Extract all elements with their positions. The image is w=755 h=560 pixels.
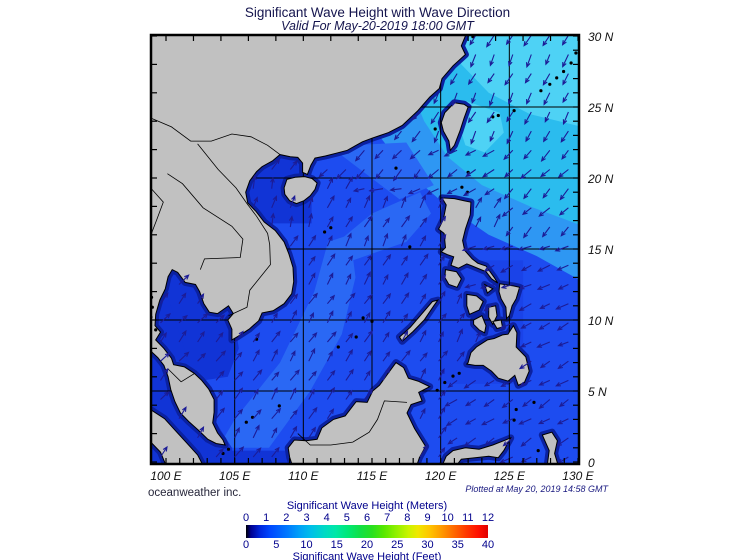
lon-label: 130 E: [562, 469, 594, 483]
lon-label: 105 E: [218, 469, 251, 483]
legend-feet-ticks: 0 5 10 15 20 25 30 35 40: [242, 539, 494, 551]
lon-label: 100 E: [150, 469, 182, 483]
lat-label: 10 N: [588, 314, 614, 328]
feet-tick-label: 25: [391, 539, 404, 551]
feet-tick-label: 15: [330, 539, 343, 551]
meters-tick-label: 4: [323, 512, 330, 524]
meters-tick-label: 10: [441, 512, 454, 524]
meters-tick-label: 2: [283, 512, 290, 524]
page-title: Significant Wave Height with Wave Direct…: [244, 5, 511, 20]
meters-tick-label: 5: [343, 512, 350, 524]
feet-tick-label: 10: [300, 539, 313, 551]
lon-label: 125 E: [493, 469, 525, 483]
feet-tick-label: 0: [242, 539, 250, 551]
lon-label: 120 E: [424, 469, 457, 483]
meters-tick-label: 1: [263, 512, 270, 524]
lon-label: 110 E: [288, 469, 319, 483]
legend-title-meters: Significant Wave Height (Meters): [286, 500, 448, 512]
meters-tick-label: 8: [404, 512, 411, 524]
lat-label: 5 N: [588, 385, 607, 399]
lat-label: 0: [588, 456, 595, 470]
feet-tick-label: 5: [273, 539, 280, 551]
lon-label: 115 E: [356, 469, 388, 483]
feet-tick-label: 20: [360, 539, 374, 551]
legend-title-feet: Significant Wave Height (Feet): [292, 551, 442, 560]
plotted-timestamp: Plotted at May 20, 2019 14:58 GMT: [465, 484, 608, 494]
feet-tick-label: 35: [451, 539, 464, 551]
colorbar-gradient: [246, 525, 488, 538]
valid-time-subtitle: Valid For May-20-2019 18:00 GMT: [281, 19, 474, 33]
meters-tick-label: 6: [363, 512, 371, 524]
meters-tick-label: 7: [384, 512, 391, 524]
legend-meters-ticks: 0 1 2 3 4 5 6 7 8 9 10 11 12: [242, 512, 494, 524]
meters-tick-label: 12: [481, 512, 495, 524]
meters-tick-label: 9: [424, 512, 431, 524]
lat-label: 30 N: [588, 30, 614, 44]
lat-label: 20 N: [588, 172, 614, 186]
lat-label: 15 N: [588, 243, 614, 257]
meters-tick-label: 11: [462, 512, 474, 524]
lat-label: 25 N: [588, 101, 614, 115]
feet-tick-label: 40: [481, 539, 495, 551]
feet-tick-label: 30: [421, 539, 434, 551]
meters-tick-label: 3: [303, 512, 310, 524]
oceanweather-credit: oceanweather inc.: [148, 487, 242, 499]
meters-tick-label: 0: [242, 512, 250, 524]
